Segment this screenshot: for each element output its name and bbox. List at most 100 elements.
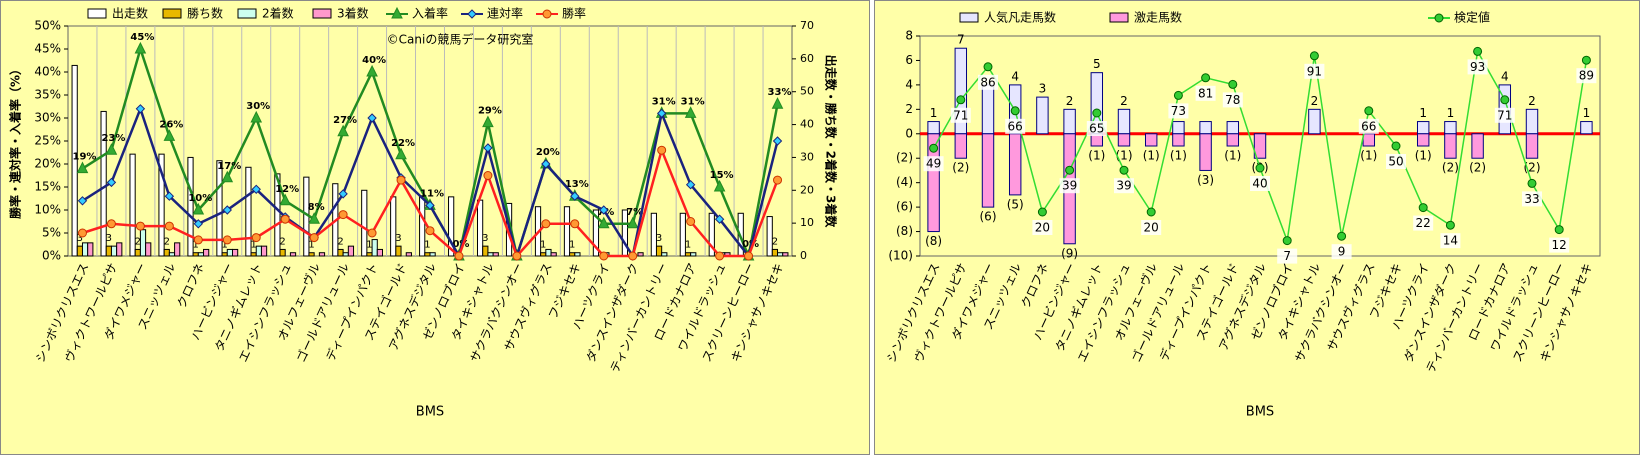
line-label-box <box>1086 121 1107 136</box>
marker <box>193 219 204 229</box>
y-tick-label: 5% <box>42 226 61 240</box>
bar <box>1172 133 1185 147</box>
marker <box>1037 207 1047 217</box>
bar <box>163 248 170 257</box>
bar <box>81 242 89 257</box>
bar <box>1199 121 1212 135</box>
line-label-box <box>1250 176 1270 191</box>
bar <box>424 252 431 257</box>
bar <box>661 252 668 257</box>
bar-label: (3) <box>1197 173 1214 187</box>
line-label-box <box>1304 63 1325 79</box>
bar-label: 1 <box>1583 106 1591 120</box>
line-label: 66 <box>1361 119 1376 133</box>
bar <box>550 252 557 257</box>
x-axis-title: BMS <box>416 405 444 420</box>
marker <box>337 124 349 137</box>
y-tick-label: 30% <box>34 111 61 125</box>
line-label: 10% <box>188 193 212 204</box>
bar-label: 4 <box>1011 69 1019 83</box>
line-label-box <box>1222 92 1243 108</box>
y-tick-label: 35% <box>34 88 61 102</box>
marker <box>771 97 784 109</box>
bar <box>429 252 436 257</box>
marker <box>222 235 232 245</box>
bar-label: 2 <box>1528 94 1536 108</box>
marker <box>956 95 966 105</box>
line-label-box <box>1522 191 1542 207</box>
bar-label: 2 <box>1066 94 1074 108</box>
bar <box>782 252 789 257</box>
legend-swatch <box>87 8 107 19</box>
marker <box>193 235 203 245</box>
marker <box>396 175 406 185</box>
bar <box>187 156 194 257</box>
marker <box>1201 73 1211 83</box>
bar <box>1144 133 1158 147</box>
marker <box>106 219 116 229</box>
legend-label: 入着率 <box>412 6 448 21</box>
line-label-box <box>923 156 944 172</box>
bar-label: (6) <box>980 210 997 224</box>
marker <box>483 143 493 153</box>
line-label-box <box>950 107 971 123</box>
bar-label: 3 <box>395 233 401 244</box>
marker <box>684 106 697 118</box>
bar-label: 1 <box>685 240 691 251</box>
bar <box>1117 108 1131 135</box>
bar-label: 1 <box>250 240 256 251</box>
bar <box>366 252 373 257</box>
legend-swatch <box>162 8 182 19</box>
bar-label: 1 <box>1419 106 1427 120</box>
marker <box>1010 106 1020 116</box>
line-label: 15% <box>710 170 734 181</box>
line-label-box <box>1440 233 1461 249</box>
y-tick-label: (2) <box>896 151 913 165</box>
bar <box>226 248 233 257</box>
bar <box>318 252 326 257</box>
bar <box>927 121 940 135</box>
marker <box>1255 163 1265 173</box>
bar <box>1226 133 1240 147</box>
bar-label: 2 <box>279 236 285 247</box>
marker <box>512 251 522 261</box>
bar <box>1362 133 1376 147</box>
bar <box>376 248 384 257</box>
marker <box>134 41 147 54</box>
line-label: 86 <box>980 75 995 89</box>
bar <box>255 245 262 257</box>
marker <box>1228 79 1238 89</box>
bar-label: 1 <box>193 240 199 251</box>
marker <box>1146 207 1156 217</box>
marker <box>164 221 174 231</box>
line-label: 29% <box>478 106 502 117</box>
line-label: 39 <box>1116 179 1131 193</box>
bar-label: 2 <box>1311 94 1319 108</box>
bar <box>1172 121 1185 135</box>
bar <box>390 196 397 257</box>
marker <box>714 214 725 224</box>
legend-swatch <box>959 12 979 23</box>
bar-label: (1) <box>1170 149 1187 163</box>
line-label: 23% <box>101 133 125 144</box>
line-label: 12 <box>1552 238 1567 252</box>
bar <box>1525 133 1539 159</box>
y2-tick-label: 40 <box>800 118 814 131</box>
line-label-box <box>1168 103 1189 119</box>
line-label: 14 <box>1443 234 1458 248</box>
y2-tick-label: 10 <box>800 216 814 229</box>
y-tick-label: 8 <box>905 29 913 43</box>
line-label: 50 <box>1388 155 1403 169</box>
bar <box>1416 133 1430 147</box>
marker <box>1527 178 1537 188</box>
y-tick-label: 25% <box>34 134 61 148</box>
marker <box>1554 225 1564 235</box>
y-tick-label: (4) <box>896 175 913 189</box>
y-tick-label: (8) <box>896 224 913 238</box>
bar-label: 3 <box>482 233 488 244</box>
bar <box>1308 108 1321 135</box>
bar <box>684 252 692 257</box>
bar-label: 1 <box>930 106 938 120</box>
bar <box>1253 133 1267 159</box>
marker <box>570 219 580 229</box>
